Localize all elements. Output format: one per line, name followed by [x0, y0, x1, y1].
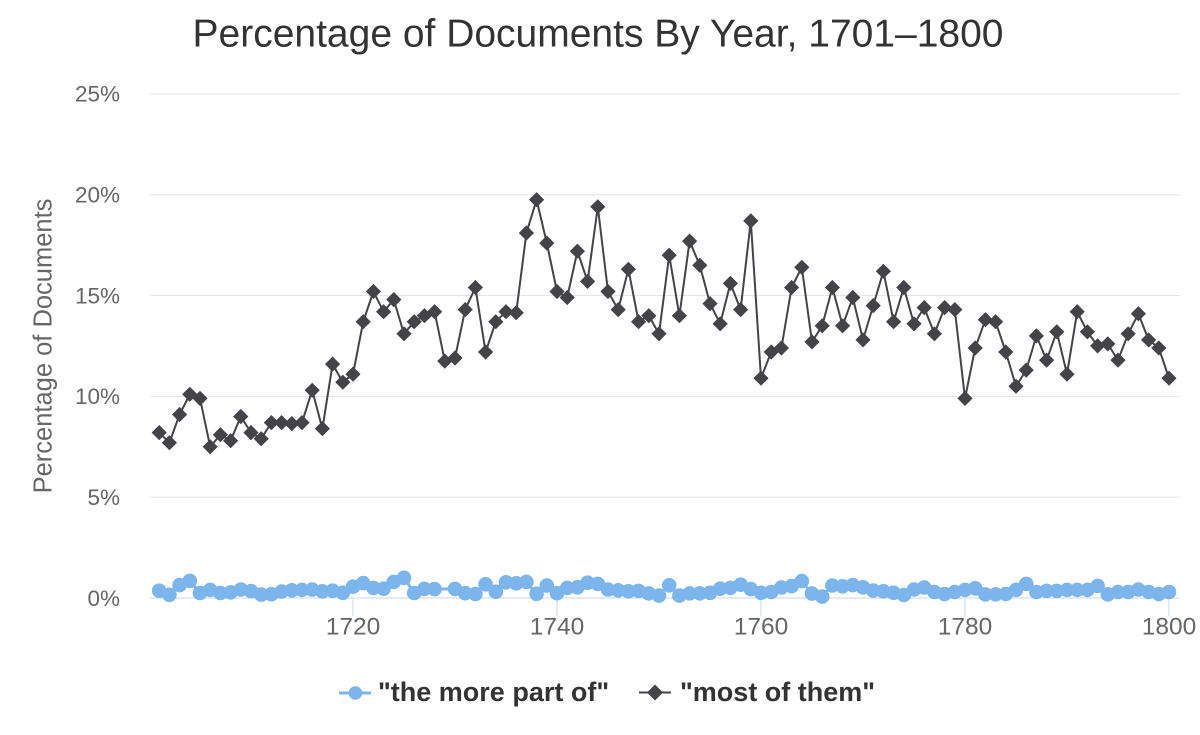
- svg-text:1780: 1780: [938, 614, 993, 641]
- svg-text:20%: 20%: [75, 183, 120, 208]
- svg-text:1800: 1800: [1142, 614, 1197, 641]
- svg-text:1760: 1760: [734, 614, 789, 641]
- svg-text:Percentage of Documents: Percentage of Documents: [29, 199, 57, 494]
- svg-text:1720: 1720: [326, 614, 381, 641]
- svg-text:1740: 1740: [530, 614, 585, 641]
- svg-text:5%: 5%: [87, 485, 120, 510]
- svg-text:10%: 10%: [75, 384, 120, 409]
- svg-text:15%: 15%: [75, 283, 120, 308]
- svg-text:Percentage of Documents By Yea: Percentage of Documents By Year, 1701–18…: [193, 13, 1004, 56]
- svg-text:25%: 25%: [75, 82, 120, 107]
- svg-text:"the more part of": "the more part of": [378, 677, 609, 707]
- svg-text:0%: 0%: [87, 586, 120, 611]
- svg-text:"most of them": "most of them": [680, 677, 875, 707]
